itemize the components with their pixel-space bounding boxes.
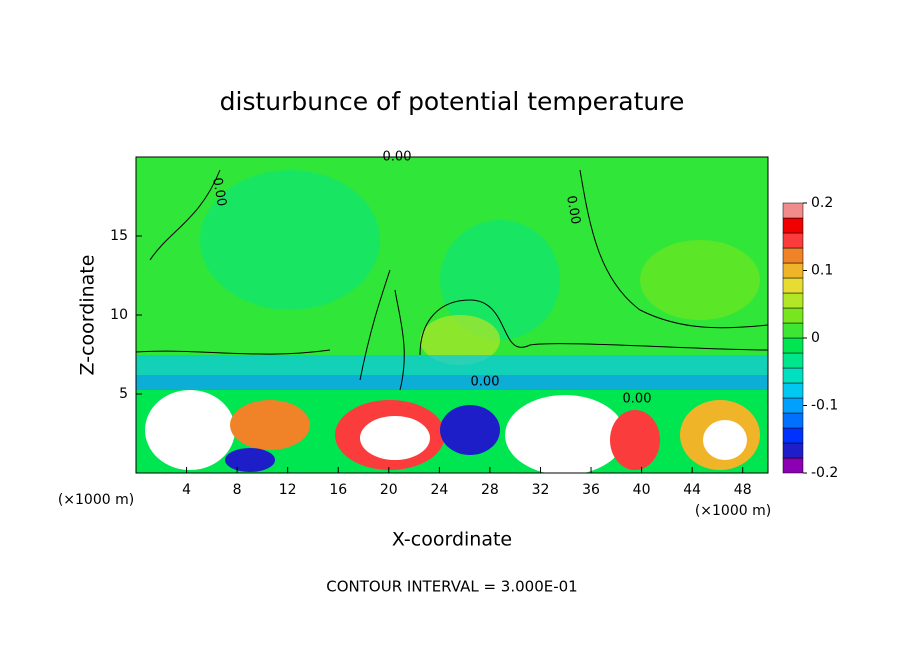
colorbar-swatch bbox=[782, 307, 804, 324]
colorbar-swatch bbox=[782, 352, 804, 369]
chart-title: disturbunce of potential temperature bbox=[220, 87, 685, 116]
colorbar-swatch bbox=[782, 292, 804, 309]
x-tick-label: 4 bbox=[182, 482, 191, 498]
x-tick-label: 20 bbox=[380, 482, 398, 498]
colorbar-tick-label: -0.1 bbox=[811, 398, 838, 414]
colorbar-swatch bbox=[782, 457, 804, 474]
colorbar-swatch bbox=[782, 397, 804, 414]
x-tick-label: 16 bbox=[329, 482, 347, 498]
contour-field bbox=[135, 157, 769, 475]
y-tick-label: 15 bbox=[110, 228, 128, 244]
colorbar-swatch bbox=[782, 427, 804, 444]
contour-label: 0.00 bbox=[471, 375, 500, 390]
colorbar-swatch bbox=[782, 232, 804, 249]
colorbar-swatch bbox=[782, 202, 804, 219]
contour-label: 0.00 bbox=[209, 176, 229, 207]
x-tick-label: 48 bbox=[734, 482, 752, 498]
colorbar-tick-label: -0.2 bbox=[811, 465, 838, 481]
colorbar-tick-label: 0 bbox=[811, 330, 820, 346]
x-tick-label: 8 bbox=[233, 482, 242, 498]
colorbar-swatch bbox=[782, 322, 804, 339]
y-tick-label: 10 bbox=[110, 307, 128, 323]
unit-label: (×1000 m) bbox=[695, 503, 771, 519]
colorbar-swatch bbox=[782, 382, 804, 399]
colorbar-swatch bbox=[782, 412, 804, 429]
unit-label: (×1000 m) bbox=[58, 492, 134, 508]
colorbar-swatch bbox=[782, 367, 804, 384]
x-tick-label: 40 bbox=[633, 482, 651, 498]
colorbar-swatch bbox=[782, 442, 804, 459]
colorbar-tick-label: 0.2 bbox=[811, 195, 833, 211]
colorbar-tick-label: 0.1 bbox=[811, 263, 833, 279]
colorbar-swatch bbox=[782, 277, 804, 294]
x-tick-label: 32 bbox=[532, 482, 550, 498]
x-axis-label: X-coordinate bbox=[392, 529, 512, 551]
y-axis-label: Z-coordinate bbox=[77, 255, 99, 376]
x-tick-label: 12 bbox=[279, 482, 297, 498]
colorbar-swatch bbox=[782, 247, 804, 264]
colorbar-swatch bbox=[782, 217, 804, 234]
y-tick-label: 5 bbox=[119, 386, 128, 402]
contour-label: 0.00 bbox=[563, 194, 583, 225]
x-tick-label: 44 bbox=[683, 482, 701, 498]
colorbar-swatch bbox=[782, 262, 804, 279]
x-tick-label: 24 bbox=[430, 482, 448, 498]
x-tick-label: 28 bbox=[481, 482, 499, 498]
x-tick-label: 36 bbox=[582, 482, 600, 498]
contour-label: 0.00 bbox=[623, 392, 652, 407]
colorbar-swatch bbox=[782, 337, 804, 354]
contour-label: 0.00 bbox=[383, 150, 412, 165]
footer-note: CONTOUR INTERVAL = 3.000E-01 bbox=[326, 578, 577, 596]
